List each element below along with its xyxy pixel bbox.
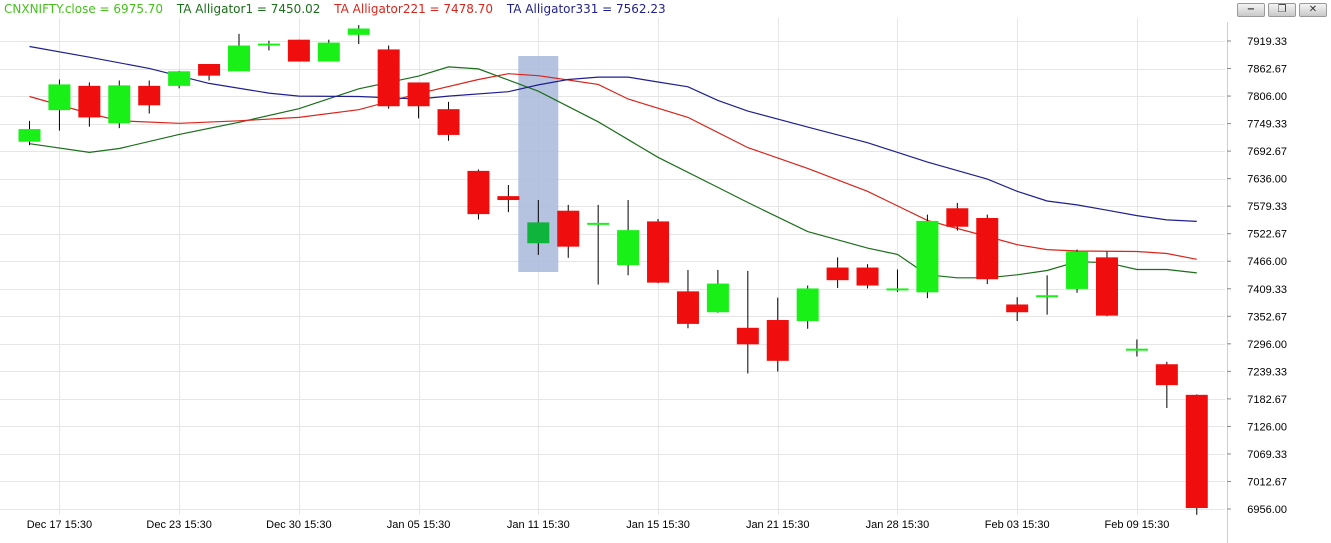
alligator-line — [29, 66, 1197, 279]
time-tick-label: Dec 23 15:30 — [146, 519, 211, 531]
window-controls: − ❐ ✕ — [1237, 3, 1327, 17]
candle-body — [946, 208, 969, 227]
restore-icon: ❐ — [1277, 4, 1287, 15]
price-tick-label: 7352.67 — [1247, 311, 1287, 323]
restore-button[interactable]: ❐ — [1268, 3, 1296, 17]
time-axis-labels: Dec 17 15:30 Dec 23 15:30 Dec 30 15:30 Jan … — [27, 519, 1170, 531]
price-tick-label: 7126.00 — [1247, 421, 1287, 433]
candle-body — [587, 222, 610, 225]
candle-body — [1095, 257, 1118, 316]
alligator-line — [29, 45, 1197, 222]
candle-body — [138, 85, 161, 106]
candle-body — [527, 222, 550, 244]
candle-body — [916, 220, 939, 293]
candle-body — [377, 49, 400, 107]
candle-body — [1185, 394, 1208, 509]
price-tick-label: 7806.00 — [1247, 91, 1287, 103]
candle-body — [557, 210, 580, 247]
price-tick-label: 7466.00 — [1247, 256, 1287, 268]
time-tick-label: Jan 15 15:30 — [626, 519, 690, 531]
candle-body — [766, 320, 789, 361]
time-tick-label: Dec 17 15:30 — [27, 519, 92, 531]
candle-body — [317, 42, 340, 62]
time-tick-label: Feb 09 15:30 — [1104, 519, 1169, 531]
candle-body — [198, 63, 221, 76]
candle-body — [48, 84, 71, 111]
candle-body — [1036, 295, 1059, 298]
price-tick-label: 7749.33 — [1247, 119, 1287, 131]
price-tick-label: 7919.33 — [1247, 36, 1287, 48]
candle-body — [168, 71, 191, 86]
price-tick-label: 7239.33 — [1247, 366, 1287, 378]
candle-body — [856, 267, 879, 286]
legend-alligator331: TA Alligator331 = 7562.23 — [506, 2, 666, 16]
candle-body — [1006, 304, 1029, 313]
time-tick-label: Jan 28 15:30 — [866, 519, 930, 531]
candle-body — [1125, 348, 1148, 351]
candle-body — [108, 85, 131, 124]
price-tick-label: 7862.67 — [1247, 64, 1287, 76]
close-button[interactable]: ✕ — [1299, 3, 1327, 17]
candle-body — [976, 217, 999, 280]
price-tick-label: 7069.33 — [1247, 449, 1287, 461]
price-tick-label: 7579.33 — [1247, 201, 1287, 213]
candle-body — [617, 230, 640, 266]
candle-body — [407, 82, 430, 107]
price-tick-label: 7692.67 — [1247, 146, 1287, 158]
candles-layer — [18, 25, 1208, 515]
legend-close: CNXNIFTY.close = 6975.70 — [4, 2, 164, 16]
alligator-line — [29, 73, 1197, 260]
time-tick-label: Jan 11 15:30 — [507, 519, 570, 531]
candle-body — [886, 288, 909, 291]
minimize-icon: − — [1246, 4, 1256, 15]
candle-body — [287, 39, 310, 62]
price-tick-label: 7522.67 — [1247, 229, 1287, 241]
legend: CNXNIFTY.close = 6975.70 TA Alligator1 =… — [4, 2, 676, 16]
close-icon: ✕ — [1308, 4, 1318, 15]
time-tick-label: Dec 30 15:30 — [266, 519, 331, 531]
candle-body — [736, 327, 759, 345]
legend-alligator1: TA Alligator1 = 7450.02 — [176, 2, 321, 16]
time-tick-label: Feb 03 15:30 — [985, 519, 1050, 531]
alligator-lines — [29, 45, 1197, 279]
candle-body — [228, 45, 251, 72]
candle-body — [347, 28, 370, 35]
price-tick-label: 6956.00 — [1247, 504, 1287, 516]
candle-body — [796, 288, 819, 321]
candle-body — [676, 291, 699, 324]
grid-lines — [0, 18, 1225, 515]
candle-body — [706, 283, 729, 313]
candle-body — [826, 267, 849, 281]
candle-body — [497, 196, 520, 201]
time-tick-label: Jan 21 15:30 — [746, 519, 810, 531]
price-tick-label: 7636.00 — [1247, 174, 1287, 186]
candle-body — [1155, 364, 1178, 386]
legend-alligator221: TA Alligator221 = 7478.70 — [334, 2, 494, 16]
candle-body — [647, 221, 670, 283]
time-tick-label: Jan 05 15:30 — [387, 519, 451, 531]
candle-body — [18, 129, 41, 142]
candle-body — [437, 109, 460, 135]
price-axis-labels: 7919.33 7862.67 7806.00 7749.33 7692.67 7636.… — [1227, 36, 1287, 516]
price-tick-label: 7409.33 — [1247, 284, 1287, 296]
candle-body — [78, 85, 101, 118]
price-tick-label: 7012.67 — [1247, 476, 1287, 488]
candle-body — [257, 43, 280, 46]
price-tick-label: 7296.00 — [1247, 339, 1287, 351]
minimize-button[interactable]: − — [1237, 3, 1265, 17]
price-tick-label: 7182.67 — [1247, 394, 1287, 406]
candle-body — [467, 170, 490, 215]
candle-body — [1066, 251, 1089, 289]
